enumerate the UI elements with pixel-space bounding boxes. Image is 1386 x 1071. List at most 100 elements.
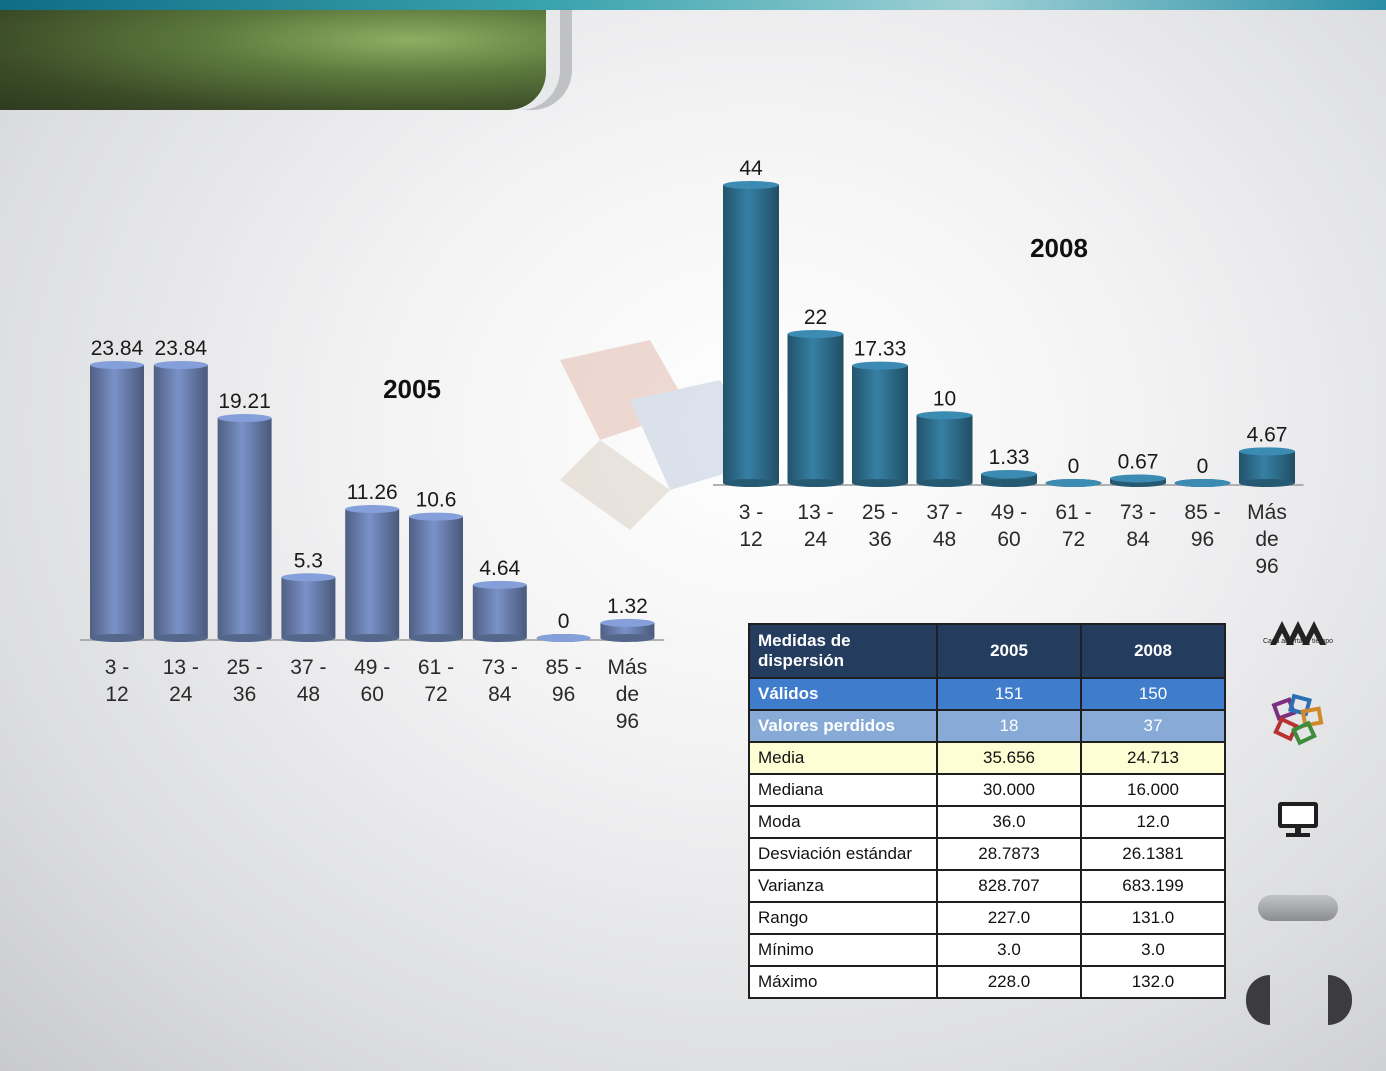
bar-top [281, 573, 336, 582]
bar-bottom [852, 479, 908, 487]
bar [600, 618, 655, 642]
category-label: 61 - [1055, 501, 1091, 524]
bar-bottom [916, 479, 973, 487]
row-label: Varianza [748, 869, 938, 903]
bar-top [217, 414, 272, 423]
category-label: 48 [933, 528, 956, 551]
bar [281, 573, 336, 642]
bar-body [1239, 451, 1295, 483]
category-label: 60 [361, 683, 384, 706]
row-label: Media [748, 741, 938, 775]
menu-button[interactable] [1258, 895, 1338, 921]
bar [217, 414, 272, 642]
bar-body [217, 418, 272, 638]
data-label: 0.67 [1118, 450, 1159, 473]
category-label: 72 [424, 683, 447, 706]
cell-2008: 131.0 [1080, 901, 1226, 935]
bar-top [409, 512, 463, 521]
data-label: 1.33 [989, 446, 1030, 469]
bar-body [600, 622, 655, 638]
bar-top [1045, 479, 1102, 487]
data-label: 23.84 [91, 337, 144, 360]
bar [852, 361, 908, 487]
cell-2008: 683.199 [1080, 869, 1226, 903]
row-label: Mediana [748, 773, 938, 807]
data-label: 22 [804, 306, 827, 329]
category-label: de [616, 683, 639, 706]
row-label: Mínimo [748, 933, 938, 967]
category-label: 24 [169, 683, 193, 706]
category-label: 37 - [290, 656, 326, 679]
bar-bottom [723, 479, 779, 487]
bar-top [723, 181, 779, 189]
cell-2005: 30.000 [936, 773, 1082, 807]
data-label: 1.32 [607, 595, 648, 618]
cell-2008: 150 [1080, 677, 1226, 711]
bar-top [536, 634, 591, 642]
bar-bottom [153, 634, 208, 642]
monitor-icon[interactable] [1276, 800, 1320, 838]
bar-top [1239, 447, 1295, 456]
cell-2008: 37 [1080, 709, 1226, 743]
ornament-icon[interactable] [1270, 688, 1326, 748]
previous-slide-button[interactable] [1246, 975, 1270, 1025]
category-label: 60 [997, 528, 1020, 551]
bar-bottom [90, 634, 144, 642]
category-label: 49 - [991, 501, 1027, 524]
bar [472, 580, 527, 642]
cell-2005: 35.656 [936, 741, 1082, 775]
category-label: 96 [1191, 528, 1214, 551]
data-label: 10 [933, 387, 956, 410]
category-label: 84 [488, 683, 512, 706]
bar-body [472, 584, 527, 638]
cell-2005: 828.707 [936, 869, 1082, 903]
bar-body [916, 415, 973, 483]
chart-2005: 23.84 3 - 12 23.84 13 - 24 19.21 25 - 36 5.3 37 - 4… [80, 337, 665, 733]
category-label: 48 [297, 683, 320, 706]
header-2008: 2008 [1080, 623, 1226, 679]
bar-bottom [281, 634, 336, 642]
category-label: 12 [105, 683, 128, 706]
bar [409, 512, 463, 642]
category-label: 25 - [227, 656, 263, 679]
category-label: 49 - [354, 656, 390, 679]
uam-logo-icon[interactable] [1264, 615, 1332, 655]
bar-bottom [787, 479, 844, 487]
cell-2008: 3.0 [1080, 933, 1226, 967]
cell-2005: 18 [936, 709, 1082, 743]
category-label: 85 - [546, 656, 582, 679]
bar-top [787, 330, 844, 338]
category-label: 37 - [926, 501, 962, 524]
table-header-row: Medidas de dispersión 2005 2008 [748, 623, 1226, 679]
category-label: 96 [552, 683, 575, 706]
table-row: Rango 227.0 131.0 [748, 901, 1226, 935]
category-label: 3 - [739, 501, 764, 524]
cell-2005: 227.0 [936, 901, 1082, 935]
top-accent-bar [0, 0, 1386, 10]
category-label: 85 - [1184, 501, 1220, 524]
bar-top [472, 580, 527, 589]
table-row: Mínimo 3.0 3.0 [748, 933, 1226, 967]
bar-top [981, 469, 1037, 478]
dispersion-table: Medidas de dispersión 2005 2008 Válidos … [748, 623, 1226, 999]
category-label: 36 [233, 683, 256, 706]
data-label: 44 [739, 157, 763, 180]
category-label: 84 [1126, 528, 1150, 551]
title-banner [0, 10, 546, 110]
data-label: 5.3 [294, 549, 323, 572]
bar [1110, 474, 1166, 487]
bar [723, 181, 779, 487]
bar-bottom [600, 634, 655, 642]
cell-2008: 132.0 [1080, 965, 1226, 999]
next-slide-button[interactable] [1328, 975, 1352, 1025]
bar [1045, 479, 1102, 487]
bar-body [153, 365, 208, 638]
logo-caption: Casa abierta al tiempo [1262, 638, 1334, 645]
bar-body [981, 473, 1037, 483]
bar [787, 330, 844, 487]
cell-2008: 24.713 [1080, 741, 1226, 775]
table-row: Válidos 151 150 [748, 677, 1226, 711]
cell-2005: 3.0 [936, 933, 1082, 967]
category-label: Más [1247, 501, 1287, 524]
table-row: Desviación estándar 28.7873 26.1381 [748, 837, 1226, 871]
